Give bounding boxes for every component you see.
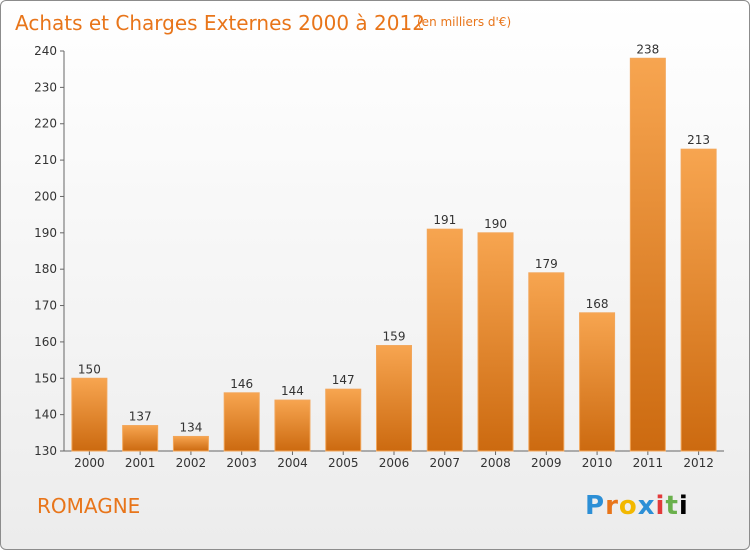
- y-tick-label: 140: [34, 408, 57, 422]
- bar: [680, 148, 717, 452]
- bar: [172, 435, 209, 452]
- y-tick-label: 190: [34, 226, 57, 240]
- x-tick-label: 2011: [633, 456, 664, 470]
- y-tick-label: 230: [34, 80, 57, 94]
- bar-value-label: 213: [687, 133, 710, 147]
- x-tick-label: 2009: [531, 456, 562, 470]
- bar: [122, 425, 159, 452]
- bar-value-label: 147: [332, 373, 355, 387]
- x-tick-label: 2006: [379, 456, 410, 470]
- y-tick-label: 200: [34, 189, 57, 203]
- axes: 130 140 150 160 170 180 190 200 210 220 230 240 2000…: [34, 44, 724, 470]
- bar-value-label: 137: [129, 410, 152, 424]
- bar: [376, 345, 412, 452]
- x-tick-label: 2005: [328, 456, 359, 470]
- bar: [579, 312, 616, 452]
- proxiti-logo: Proxiti: [585, 491, 689, 521]
- bar-value-label: 179: [535, 257, 558, 271]
- bars: 150 137 134 146 144 147 159 191 190 179 168 238 213: [71, 42, 717, 452]
- y-tick-label: 130: [34, 444, 57, 458]
- y-tick-label: 210: [34, 153, 57, 167]
- bar-value-label: 191: [433, 213, 456, 227]
- bar: [223, 392, 260, 452]
- commune-name: ROMAGNE: [37, 494, 141, 518]
- x-tick-label: 2010: [582, 456, 613, 470]
- bar: [629, 57, 666, 452]
- x-tick-label: 2004: [277, 456, 308, 470]
- bar: [426, 228, 463, 452]
- x-tick-label: 2007: [429, 456, 460, 470]
- bar: [528, 272, 565, 452]
- bar-value-label: 146: [230, 377, 253, 391]
- bar: [71, 377, 108, 452]
- bar-value-label: 190: [484, 217, 507, 231]
- bar-value-label: 134: [179, 420, 202, 434]
- bar: [477, 232, 514, 452]
- bar-value-label: 168: [586, 297, 609, 311]
- bar: [325, 388, 362, 452]
- bar-value-label: 150: [78, 362, 101, 376]
- x-tick-label: 2008: [480, 456, 511, 470]
- x-tick-label: 2012: [683, 456, 714, 470]
- bar: [274, 399, 311, 452]
- y-tick-label: 180: [34, 262, 57, 276]
- bar-value-label: 144: [281, 384, 304, 398]
- x-tick-label: 2000: [74, 456, 105, 470]
- x-tick-label: 2001: [125, 456, 156, 470]
- y-tick-label: 220: [34, 117, 57, 131]
- y-tick-label: 240: [34, 44, 57, 58]
- x-tick-label: 2003: [226, 456, 257, 470]
- y-tick-label: 170: [34, 299, 57, 313]
- y-tick-label: 150: [34, 371, 57, 385]
- chart-title: Achats et Charges Externes 2000 à 2012: [15, 11, 425, 35]
- bar-value-label: 159: [383, 330, 406, 344]
- y-tick-label: 160: [34, 335, 57, 349]
- x-tick-label: 2002: [176, 456, 207, 470]
- bar-value-label: 238: [636, 42, 659, 56]
- chart-subtitle: (en milliers d'€): [417, 15, 511, 29]
